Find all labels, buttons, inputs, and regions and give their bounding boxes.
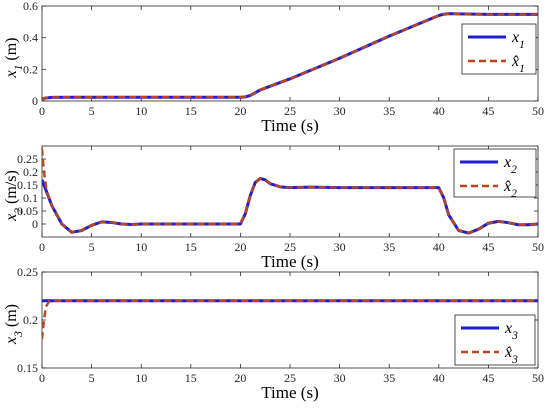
y-axis-label: x1 (m)	[3, 38, 25, 79]
y-tick-label: 0.1	[23, 191, 38, 205]
legend-label-x2hat-sub: 2	[511, 188, 517, 200]
y-tick-label: 0.15	[17, 178, 38, 192]
legend-label-x1hat-base: x̂	[511, 53, 519, 70]
series-line-x3hat	[42, 299, 538, 340]
legend-label-x2hat-base: x̂	[503, 178, 511, 195]
x-tick-label: 10	[135, 240, 147, 254]
y-tick-label: 0	[32, 94, 38, 108]
legend-label-x3-base: x	[504, 320, 512, 337]
x-tick-label: 5	[89, 371, 95, 385]
x-tick-label: 25	[284, 371, 296, 385]
x-tick-label: 15	[185, 371, 197, 385]
y-axis-label-sub: 2	[13, 208, 25, 214]
legend: x1x̂1	[461, 23, 537, 75]
x-axis-label: Time (s)	[261, 383, 318, 402]
y-tick-label: 0.25	[17, 152, 38, 166]
y-tick-label: 0.05	[17, 204, 38, 218]
legend-label-x1: x1	[511, 29, 525, 51]
legend: x2x̂2	[453, 148, 537, 200]
legend-label-x2-base: x	[503, 154, 511, 171]
x-tick-label: 50	[532, 371, 544, 385]
legend-label-x3: x3	[504, 320, 518, 342]
x-tick-label: 5	[89, 104, 95, 118]
x-tick-label: 35	[383, 104, 395, 118]
legend-label-x3hat: x̂3	[504, 344, 518, 366]
y-axis-label-sub: 1	[13, 65, 25, 71]
y-tick-label: 0.15	[17, 361, 38, 375]
y-axis-label-unit: (m)	[3, 304, 20, 331]
x-axis-label: Time (s)	[261, 252, 318, 271]
y-axis-label-unit: (m)	[3, 38, 20, 65]
legend: x3x̂3	[454, 314, 536, 366]
y-axis-label-sub: 3	[13, 331, 25, 338]
legend-label-x1-sub: 1	[519, 39, 525, 51]
x-tick-label: 40	[433, 104, 445, 118]
x-tick-label: 0	[39, 104, 45, 118]
y-axis-label-unit: (m/s)	[3, 170, 20, 208]
x-tick-label: 25	[284, 104, 296, 118]
series-line-x1hat	[42, 12, 538, 101]
x-tick-label: 20	[234, 371, 246, 385]
x-tick-label: 45	[482, 104, 494, 118]
x-tick-label: 10	[135, 104, 147, 118]
y-tick-label: 0.4	[23, 31, 38, 45]
y-tick-label: 0.2	[23, 62, 38, 76]
y-tick-label: 0.2	[23, 313, 38, 327]
y-tick-label: 0.6	[23, 0, 38, 13]
y-axis-label: x2 (m/s)	[3, 170, 25, 222]
x-tick-label: 45	[482, 240, 494, 254]
legend-label-x3-sub: 3	[511, 330, 518, 342]
legend-label-x1hat: x̂1	[511, 53, 525, 75]
x-tick-label: 0	[39, 371, 45, 385]
x-tick-label: 10	[135, 371, 147, 385]
x-tick-label: 45	[482, 371, 494, 385]
x-tick-label: 5	[89, 240, 95, 254]
legend-label-x1-base: x	[511, 29, 519, 46]
y-axis-label-base: x	[3, 214, 20, 222]
chart-panel-2: 0 5 10 15 20 25 30 35 40 45 5000.050.10.150.20.25T…	[3, 145, 544, 271]
legend-label-x2-sub: 2	[511, 164, 517, 176]
legend-label-x2: x2	[503, 154, 517, 176]
legend-box	[453, 148, 537, 198]
y-axis-label-base: x	[3, 337, 20, 345]
x-tick-label: 25	[284, 240, 296, 254]
y-tick-label: 0.25	[17, 265, 38, 279]
series-line-x2hat	[42, 148, 538, 235]
x-tick-label: 30	[334, 240, 346, 254]
x-tick-label: 40	[433, 240, 445, 254]
x-tick-label: 35	[383, 371, 395, 385]
y-tick-label: 0.2	[23, 165, 38, 179]
legend-label-x3hat-base: x̂	[504, 344, 512, 361]
x-tick-label: 20	[234, 240, 246, 254]
x-tick-label: 50	[532, 240, 544, 254]
chart-panel-3: 0 5 10 15 20 25 30 35 40 45 50 0.15 0.2 0.25 Time (s) x…	[3, 265, 544, 402]
x-tick-label: 15	[185, 104, 197, 118]
legend-label-x3hat-sub: 3	[511, 354, 518, 366]
x-tick-label: 30	[334, 104, 346, 118]
x-tick-label: 50	[532, 104, 544, 118]
legend-box	[461, 23, 537, 75]
x-tick-label: 35	[383, 240, 395, 254]
x-tick-label: 20	[234, 104, 246, 118]
x-tick-label: 30	[334, 371, 346, 385]
x-tick-label: 15	[185, 240, 197, 254]
legend-box	[454, 314, 536, 366]
x-axis-label: Time (s)	[261, 116, 318, 135]
legend-label-x1hat-sub: 1	[519, 63, 525, 75]
y-axis-label: x3 (m)	[3, 304, 25, 345]
x-tick-label: 40	[433, 371, 445, 385]
y-axis-label-base: x	[3, 70, 20, 78]
legend-label-x2hat: x̂2	[503, 178, 517, 200]
x-tick-label: 0	[39, 240, 45, 254]
y-tick-label: 0	[32, 217, 38, 231]
